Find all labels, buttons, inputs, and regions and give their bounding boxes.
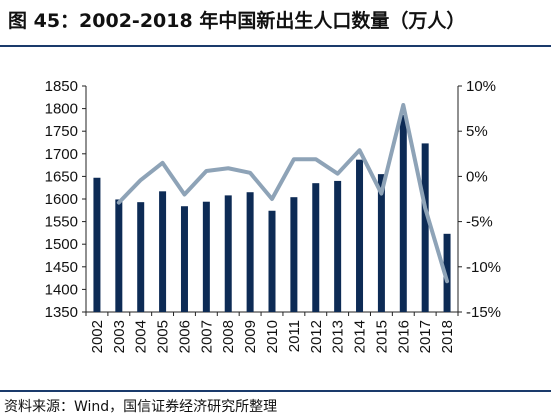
x-tick-label: 2008: [220, 320, 237, 353]
tick-labels: 1350 1400 1450 1500 1550 1600 1650 1700 1750 1800…: [45, 78, 501, 353]
bar: [180, 206, 188, 312]
x-tick-label: 2015: [373, 320, 390, 353]
line-point: [380, 193, 382, 195]
x-tick-label: 2013: [330, 320, 347, 353]
line-point: [293, 158, 295, 160]
left-tick-label: 1500: [45, 236, 78, 253]
line-point: [183, 193, 185, 195]
x-tick-label: 2012: [308, 320, 325, 353]
bar: [159, 191, 167, 312]
x-tick-label: 2018: [439, 320, 456, 353]
right-tick-label: -15%: [466, 304, 501, 321]
bar: [115, 199, 123, 312]
x-tick-label: 2010: [264, 320, 281, 353]
right-tick-label: 10%: [466, 78, 496, 95]
left-tick-label: 1650: [45, 168, 78, 185]
left-tick-label: 1750: [45, 123, 78, 140]
source-note: 资料来源：Wind，国信证券经济研究所整理: [4, 399, 278, 415]
bar: [399, 114, 407, 312]
x-tick-label: 2003: [111, 320, 128, 353]
line-point: [424, 207, 426, 209]
right-tick-label: -5%: [466, 214, 493, 231]
figure-title: 图 45：2002-2018 年中国新出生人口数量（万人）: [8, 10, 466, 32]
x-tick-label: 2016: [395, 320, 412, 353]
bar: [93, 177, 101, 312]
line-point: [446, 280, 448, 282]
left-tick-label: 1850: [45, 78, 78, 95]
bar: [443, 233, 451, 312]
line-point: [359, 149, 361, 151]
bar: [224, 195, 232, 312]
x-tick-label: 2006: [176, 320, 193, 353]
bar-series: [93, 114, 451, 312]
left-tick-label: 1550: [45, 214, 78, 231]
line-point: [162, 162, 164, 164]
x-tick-label: 2004: [133, 320, 150, 353]
x-tick-label: 2011: [286, 320, 303, 352]
x-tick-label: 2014: [352, 320, 369, 353]
right-tick-label: -10%: [466, 259, 501, 276]
bar: [290, 197, 298, 312]
line-point: [249, 172, 251, 174]
line-point: [315, 158, 317, 160]
left-tick-label: 1700: [45, 146, 78, 163]
x-tick-label: 2005: [155, 320, 172, 353]
line-point: [271, 198, 273, 200]
bottom-rule: [0, 390, 551, 392]
bar: [421, 143, 429, 312]
right-tick-label: 0%: [466, 168, 488, 185]
left-tick-label: 1600: [45, 191, 78, 208]
x-tick-label: 2009: [242, 320, 259, 353]
left-tick-label: 1450: [45, 259, 78, 276]
x-tick-label: 2017: [417, 320, 434, 353]
bar: [356, 159, 364, 312]
top-rule: [0, 45, 551, 47]
bar: [334, 180, 342, 312]
bar: [377, 174, 385, 312]
line-point: [118, 202, 120, 204]
birth-chart: 1350 1400 1450 1500 1550 1600 1650 1700 1750 1800…: [45, 78, 501, 353]
left-tick-label: 1400: [45, 281, 78, 298]
line-point: [402, 104, 404, 106]
growth-line: [116, 102, 450, 284]
bar: [246, 192, 254, 312]
right-tick-label: 5%: [466, 123, 488, 140]
bar: [202, 201, 210, 312]
bar: [137, 202, 145, 312]
line-series: [116, 102, 450, 284]
line-point: [337, 173, 339, 175]
left-tick-label: 1800: [45, 101, 78, 118]
line-point: [227, 167, 229, 169]
line-point: [205, 170, 207, 172]
x-tick-label: 2002: [89, 320, 106, 353]
bar: [312, 183, 320, 312]
bar: [268, 210, 276, 312]
line-point: [140, 179, 142, 181]
left-tick-label: 1350: [45, 304, 78, 321]
x-tick-label: 2007: [198, 320, 215, 353]
